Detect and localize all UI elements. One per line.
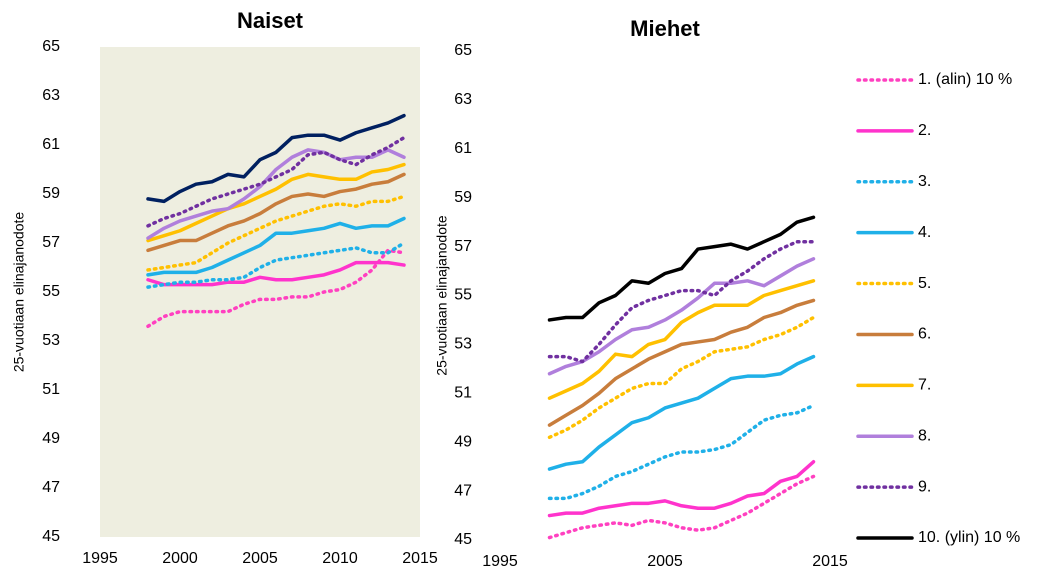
- y-tick-label: 45: [42, 528, 60, 545]
- legend-label: 7.: [918, 377, 931, 394]
- y-tick-label: 51: [454, 385, 472, 402]
- plot-area: [100, 47, 420, 537]
- x-tick-label: 1995: [82, 550, 118, 567]
- x-tick-label: 2010: [322, 550, 358, 567]
- chart-title: Naiset: [237, 8, 304, 33]
- series-line: [547, 354, 816, 471]
- legend-label: 1. (alin) 10 %: [918, 71, 1012, 88]
- series-line: [146, 216, 406, 277]
- y-tick-label: 47: [42, 479, 60, 496]
- legend-label: 5.: [918, 275, 931, 292]
- y-tick-label: 45: [454, 531, 472, 548]
- series-line: [146, 135, 406, 228]
- series-line: [146, 260, 406, 287]
- y-tick-label: 63: [454, 91, 472, 108]
- y-tick-label: 55: [454, 287, 472, 304]
- chart-title: Miehet: [630, 16, 700, 41]
- y-tick-label: 59: [454, 189, 472, 206]
- series-line: [547, 460, 816, 518]
- y-tick-label: 49: [42, 430, 60, 447]
- series-line: [146, 194, 406, 272]
- legend-label: 3.: [918, 173, 931, 190]
- series-line: [146, 248, 406, 329]
- series-line: [547, 257, 816, 376]
- legend-label: 10. (ylin) 10 %: [918, 529, 1020, 546]
- legend-label: 6.: [918, 326, 931, 343]
- y-tick-label: 59: [42, 185, 60, 202]
- y-tick-label: 61: [42, 136, 60, 153]
- series-line: [547, 279, 816, 400]
- series-line: [146, 172, 406, 253]
- y-tick-label: 53: [42, 332, 60, 349]
- y-tick-label: 49: [454, 433, 472, 450]
- y-tick-label: 51: [42, 381, 60, 398]
- x-tick-label: 2015: [812, 553, 848, 570]
- x-tick-label: 2005: [647, 553, 683, 570]
- y-axis-label: 25-vuotiaan elinajanodote: [434, 215, 450, 376]
- x-tick-label: 1995: [482, 553, 518, 570]
- series-line: [146, 113, 406, 204]
- series-line: [146, 241, 406, 289]
- series-line: [146, 148, 406, 240]
- x-tick-label: 2000: [162, 550, 198, 567]
- series-line: [547, 215, 816, 322]
- y-tick-label: 63: [42, 87, 60, 104]
- y-tick-label: 61: [454, 140, 472, 157]
- series-line: [547, 298, 816, 427]
- y-tick-label: 57: [42, 234, 60, 251]
- series-line: [547, 474, 816, 540]
- x-tick-label: 2005: [242, 550, 278, 567]
- series-line: [146, 162, 406, 243]
- y-tick-label: 65: [42, 38, 60, 55]
- y-tick-label: 53: [454, 336, 472, 353]
- y-tick-label: 65: [454, 42, 472, 59]
- series-line: [547, 239, 816, 364]
- legend-label: 4.: [918, 224, 931, 241]
- y-tick-label: 47: [454, 482, 472, 499]
- legend-label: 9.: [918, 478, 931, 495]
- y-tick-label: 57: [454, 238, 472, 255]
- legend-label: 2.: [918, 122, 931, 139]
- y-tick-label: 55: [42, 283, 60, 300]
- series-line: [547, 403, 816, 501]
- x-tick-label: 2015: [402, 550, 438, 567]
- series-line: [547, 315, 816, 440]
- y-axis-label: 25-vuotiaan elinajanodote: [11, 212, 27, 373]
- legend-label: 8.: [918, 427, 931, 444]
